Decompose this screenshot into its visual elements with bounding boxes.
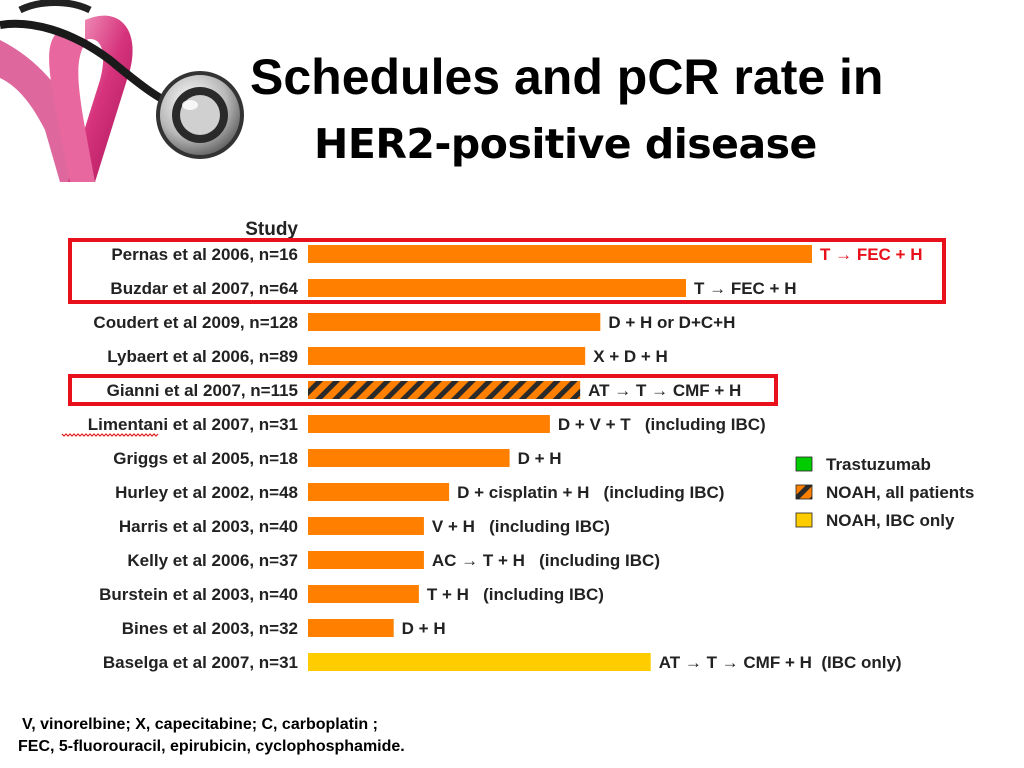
ribbon-stethoscope-logo xyxy=(0,0,244,182)
bar-regimen-label: AT → T → CMF + H xyxy=(588,381,741,400)
bar-regimen-label: D + H xyxy=(518,449,562,468)
bar-regimen-label: T + H (including IBC) xyxy=(427,585,604,604)
bar-regimen-label: D + H xyxy=(402,619,446,638)
bar-regimen-label: D + cisplatin + H (including IBC) xyxy=(457,483,724,502)
horizontal-bar-chart: Study Pernas et al 2006, n=16 T → FEC + H… xyxy=(61,219,974,672)
legend-swatch xyxy=(795,456,813,472)
legend-swatch xyxy=(795,512,813,528)
category-label: Gianni et al 2007, n=115 xyxy=(107,381,298,400)
abbreviation-footnote: V, vinorelbine; X, capecitabine; C, carb… xyxy=(18,714,618,758)
bar xyxy=(308,551,424,569)
bar xyxy=(308,619,394,637)
bar-regimen-label: AC → T + H (including IBC) xyxy=(432,551,660,570)
category-label: Lybaert et al 2006, n=89 xyxy=(107,347,298,366)
highlight-box xyxy=(68,238,946,304)
category-label: Buzdar et al 2007, n=64 xyxy=(110,279,298,298)
spellcheck-underline xyxy=(61,433,159,437)
category-label: Coudert et al 2009, n=128 xyxy=(93,313,298,332)
bar-regimen-label: X + D + H xyxy=(593,347,668,366)
bar-regimen-label: T → FEC + H xyxy=(694,279,796,298)
bar-regimen-label: AT → T → CMF + H (IBC only) xyxy=(659,653,902,672)
legend-label: NOAH, all patients xyxy=(826,483,974,502)
bar xyxy=(308,245,812,263)
bar xyxy=(308,483,450,501)
bar xyxy=(308,585,419,603)
bar-regimen-label: V + H (including IBC) xyxy=(432,517,610,536)
slide-title-line-2: HER2-positive disease xyxy=(314,120,817,168)
category-label: Griggs et al 2005, n=18 xyxy=(113,449,298,468)
category-label: Burstein et al 2003, n=40 xyxy=(99,585,298,604)
legend-swatch xyxy=(795,484,813,500)
y-axis-title: Study xyxy=(245,219,298,240)
category-label: Harris et al 2003, n=40 xyxy=(119,517,298,536)
bar-regimen-label: D + H or D+C+H xyxy=(608,313,735,332)
category-label: Bines et al 2003, n=32 xyxy=(122,619,298,638)
footnote-line-1: V, vinorelbine; X, capecitabine; C, carb… xyxy=(22,716,378,733)
bar xyxy=(308,415,550,433)
category-label: Limentani et al 2007, n=31 xyxy=(88,415,298,434)
footnote-line-2: FEC, 5-fluorouracil, epirubicin, cycloph… xyxy=(18,738,405,755)
category-label: Baselga et al 2007, n=31 xyxy=(103,653,298,672)
bar xyxy=(308,653,651,671)
bar xyxy=(308,517,424,535)
category-label: Hurley et al 2002, n=48 xyxy=(115,483,298,502)
slide-title-line-1: Schedules and pCR rate in xyxy=(250,49,884,105)
legend-label: Trastuzumab xyxy=(826,455,931,474)
highlight-box xyxy=(68,374,778,406)
bar xyxy=(308,313,601,331)
bar xyxy=(308,381,581,399)
legend-label: NOAH, IBC only xyxy=(826,511,955,530)
bar-regimen-label: D + V + T (including IBC) xyxy=(558,415,766,434)
category-label: Pernas et al 2006, n=16 xyxy=(111,245,298,264)
category-label: Kelly et al 2006, n=37 xyxy=(127,551,298,570)
bar-regimen-label: T → FEC + H xyxy=(820,245,922,264)
bar xyxy=(308,279,686,297)
bar xyxy=(308,449,510,467)
bar xyxy=(308,347,586,365)
